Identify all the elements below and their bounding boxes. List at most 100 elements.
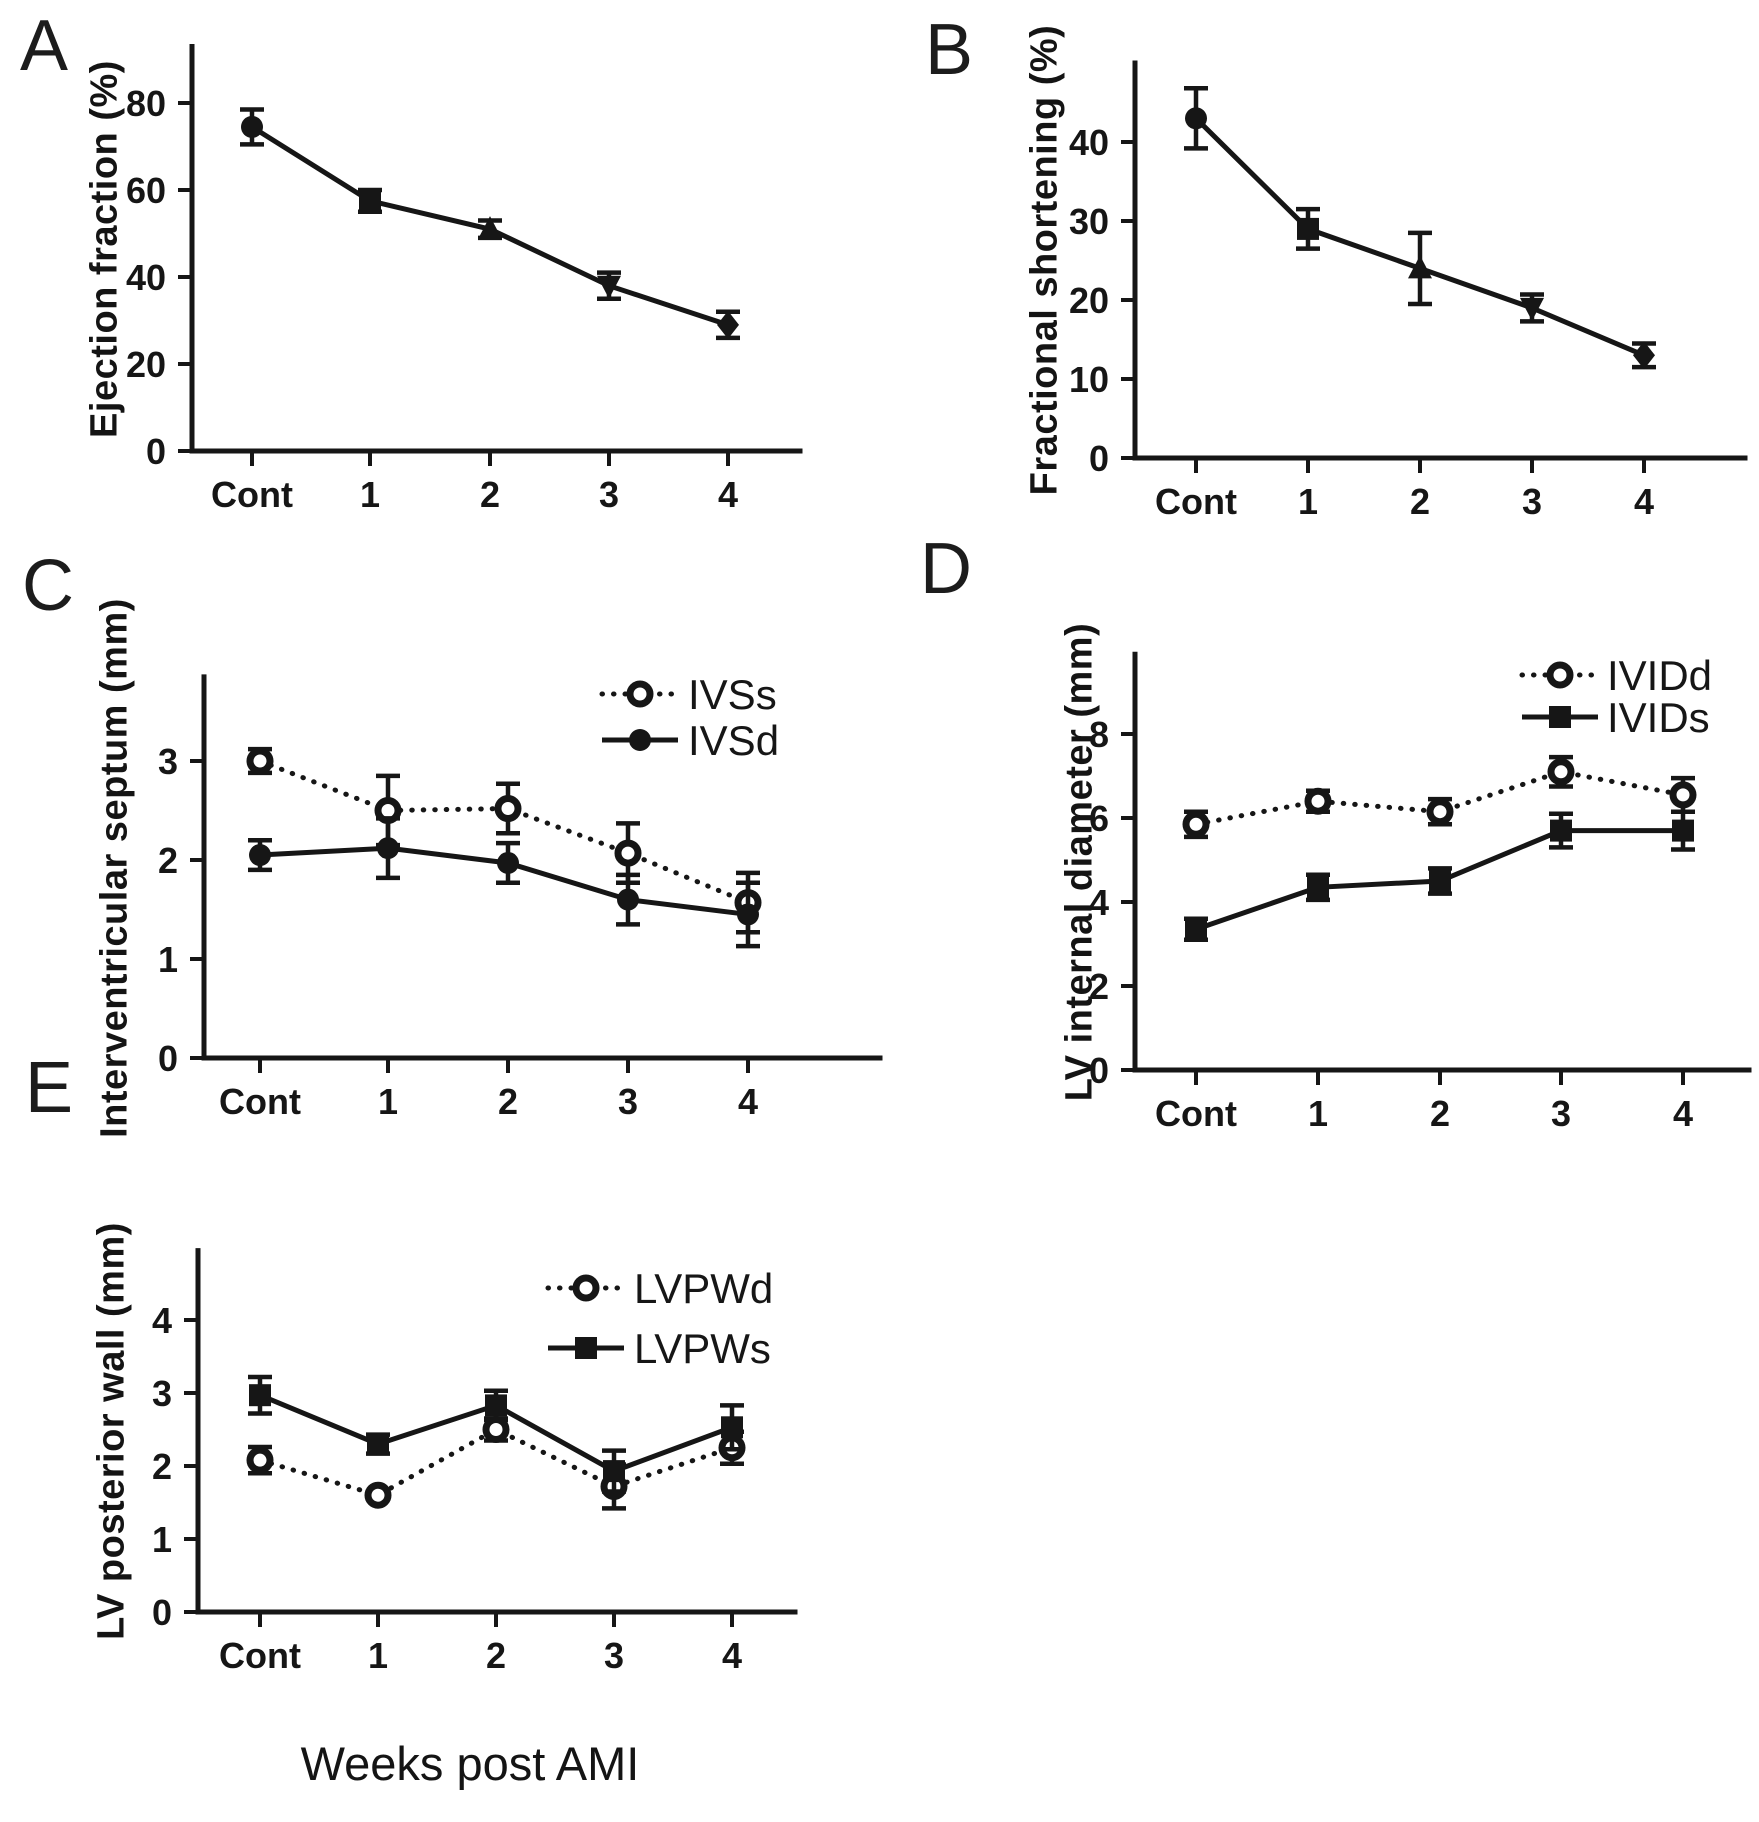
svg-text:1: 1	[360, 474, 380, 515]
svg-text:Cont: Cont	[211, 474, 293, 515]
x-axis-ticks: Cont 1 2 3 4	[1155, 458, 1654, 520]
svg-text:30: 30	[1069, 201, 1109, 242]
series-LVPWd	[246, 1416, 746, 1511]
series-ejection-fraction	[240, 107, 740, 341]
panel-e: E LV posterior wall (mm) 0 1 2 3 4 Cont 1 2 3 4 LV…	[0, 1040, 900, 1822]
svg-text:4: 4	[738, 1081, 758, 1122]
panel-e-chart: 0 1 2 3 4 Cont 1 2 3 4 LVPWd LVPWs	[152, 1248, 798, 1676]
x-axis-ticks: Cont 1 2 3 4	[219, 1058, 758, 1122]
svg-text:4: 4	[1089, 882, 1109, 923]
panel-b-chart: 0 10 20 30 40 Cont 1 2 3 4	[1069, 60, 1748, 520]
svg-text:20: 20	[126, 344, 166, 385]
svg-text:3: 3	[618, 1081, 638, 1122]
svg-text:3: 3	[158, 741, 178, 782]
legend-item-IVIDd: IVIDd	[1519, 652, 1712, 699]
svg-text:2: 2	[1430, 1093, 1450, 1134]
panel-d: D LV internal diameter (mm) 0 2 4 6 8 Cont 1 2 3…	[900, 475, 1759, 1140]
svg-text:4: 4	[152, 1300, 172, 1341]
series-IVIDs	[1184, 809, 1695, 943]
svg-text:1: 1	[378, 1081, 398, 1122]
svg-text:1: 1	[152, 1519, 172, 1560]
y-axis-ticks: 0 1 2 3	[158, 741, 204, 1079]
panel-b-letter: B	[925, 10, 974, 90]
axes	[189, 43, 803, 454]
series-fractional-shortening	[1184, 86, 1656, 370]
legend-label: IVSs	[688, 671, 777, 718]
svg-text:2: 2	[486, 1635, 506, 1676]
axes	[1132, 60, 1748, 461]
svg-text:1: 1	[1298, 481, 1318, 520]
svg-text:3: 3	[1551, 1093, 1571, 1134]
panel-e-letter: E	[25, 1048, 74, 1128]
panel-a-letter: A	[20, 6, 69, 86]
svg-text:3: 3	[599, 474, 619, 515]
panel-d-letter: D	[920, 529, 972, 609]
svg-text:1: 1	[1308, 1093, 1328, 1134]
legend-item-IVSd: IVSd	[602, 717, 779, 764]
svg-text:80: 80	[126, 83, 166, 124]
legend-item-LVPWd: LVPWd	[545, 1265, 773, 1312]
x-axis-ticks: Cont 1 2 3 4	[211, 451, 738, 515]
y-axis-ticks: 0 1 2 3 4	[152, 1300, 198, 1633]
svg-text:Cont: Cont	[219, 1081, 301, 1122]
legend-label: LVPWd	[634, 1265, 773, 1312]
svg-text:Cont: Cont	[1155, 1093, 1237, 1134]
svg-text:3: 3	[604, 1635, 624, 1676]
svg-text:2: 2	[1089, 966, 1109, 1007]
svg-text:0: 0	[146, 431, 166, 472]
svg-text:0: 0	[158, 1038, 178, 1079]
svg-text:2: 2	[158, 840, 178, 881]
legend-item-LVPWs: LVPWs	[548, 1325, 771, 1372]
y-axis-ticks: 0 2 4 6 8	[1089, 714, 1135, 1091]
svg-text:4: 4	[1634, 481, 1654, 520]
series-IVIDd	[1182, 754, 1697, 840]
svg-text:0: 0	[152, 1592, 172, 1633]
svg-text:2: 2	[480, 474, 500, 515]
x-axis-ticks: Cont 1 2 3 4	[1155, 1070, 1693, 1134]
svg-text:Cont: Cont	[1155, 481, 1237, 520]
svg-text:4: 4	[1673, 1093, 1693, 1134]
legend: LVPWd LVPWs	[545, 1265, 773, 1372]
panel-a: A Ejection fraction (%) 0 20 40 60 80 Cont 1 2 3…	[0, 0, 900, 520]
y-axis-ticks: 0 10 20 30 40	[1069, 122, 1135, 479]
svg-text:8: 8	[1089, 714, 1109, 755]
svg-text:4: 4	[722, 1635, 742, 1676]
y-axis-ticks: 0 20 40 60 80	[126, 83, 192, 472]
panel-c-letter: C	[22, 546, 74, 626]
x-axis-title: Weeks post AMI	[300, 1737, 640, 1790]
svg-text:0: 0	[1089, 438, 1109, 479]
svg-text:4: 4	[718, 474, 738, 515]
svg-text:1: 1	[158, 939, 178, 980]
svg-text:2: 2	[1410, 481, 1430, 520]
svg-text:6: 6	[1089, 798, 1109, 839]
legend-label: IVSd	[688, 717, 779, 764]
svg-text:10: 10	[1069, 359, 1109, 400]
legend-item-IVIDs: IVIDs	[1522, 694, 1710, 741]
panel-a-chart: 0 20 40 60 80 Cont 1 2 3 4	[126, 43, 803, 515]
legend-label: LVPWs	[634, 1325, 771, 1372]
svg-text:20: 20	[1069, 280, 1109, 321]
svg-text:Cont: Cont	[219, 1635, 301, 1676]
svg-text:3: 3	[152, 1373, 172, 1414]
svg-text:60: 60	[126, 170, 166, 211]
series-IVSd	[248, 816, 760, 949]
series-LVPWs	[248, 1374, 744, 1494]
svg-text:40: 40	[1069, 122, 1109, 163]
axes	[201, 674, 883, 1061]
svg-text:0: 0	[1089, 1050, 1109, 1091]
panel-b: B Fractional shortening (%) 0 10 20 30 40 Con…	[900, 0, 1759, 520]
legend-label: IVIDs	[1607, 694, 1710, 741]
panel-c: C Interventricular septum (mm) 0 1 2 3 Cont 1…	[0, 475, 900, 1140]
legend-item-IVSs: IVSs	[599, 671, 777, 718]
legend-label: IVIDd	[1607, 652, 1712, 699]
svg-text:3: 3	[1522, 481, 1542, 520]
svg-text:1: 1	[368, 1635, 388, 1676]
x-axis-ticks: Cont 1 2 3 4	[219, 1612, 742, 1676]
svg-text:40: 40	[126, 257, 166, 298]
svg-text:2: 2	[498, 1081, 518, 1122]
